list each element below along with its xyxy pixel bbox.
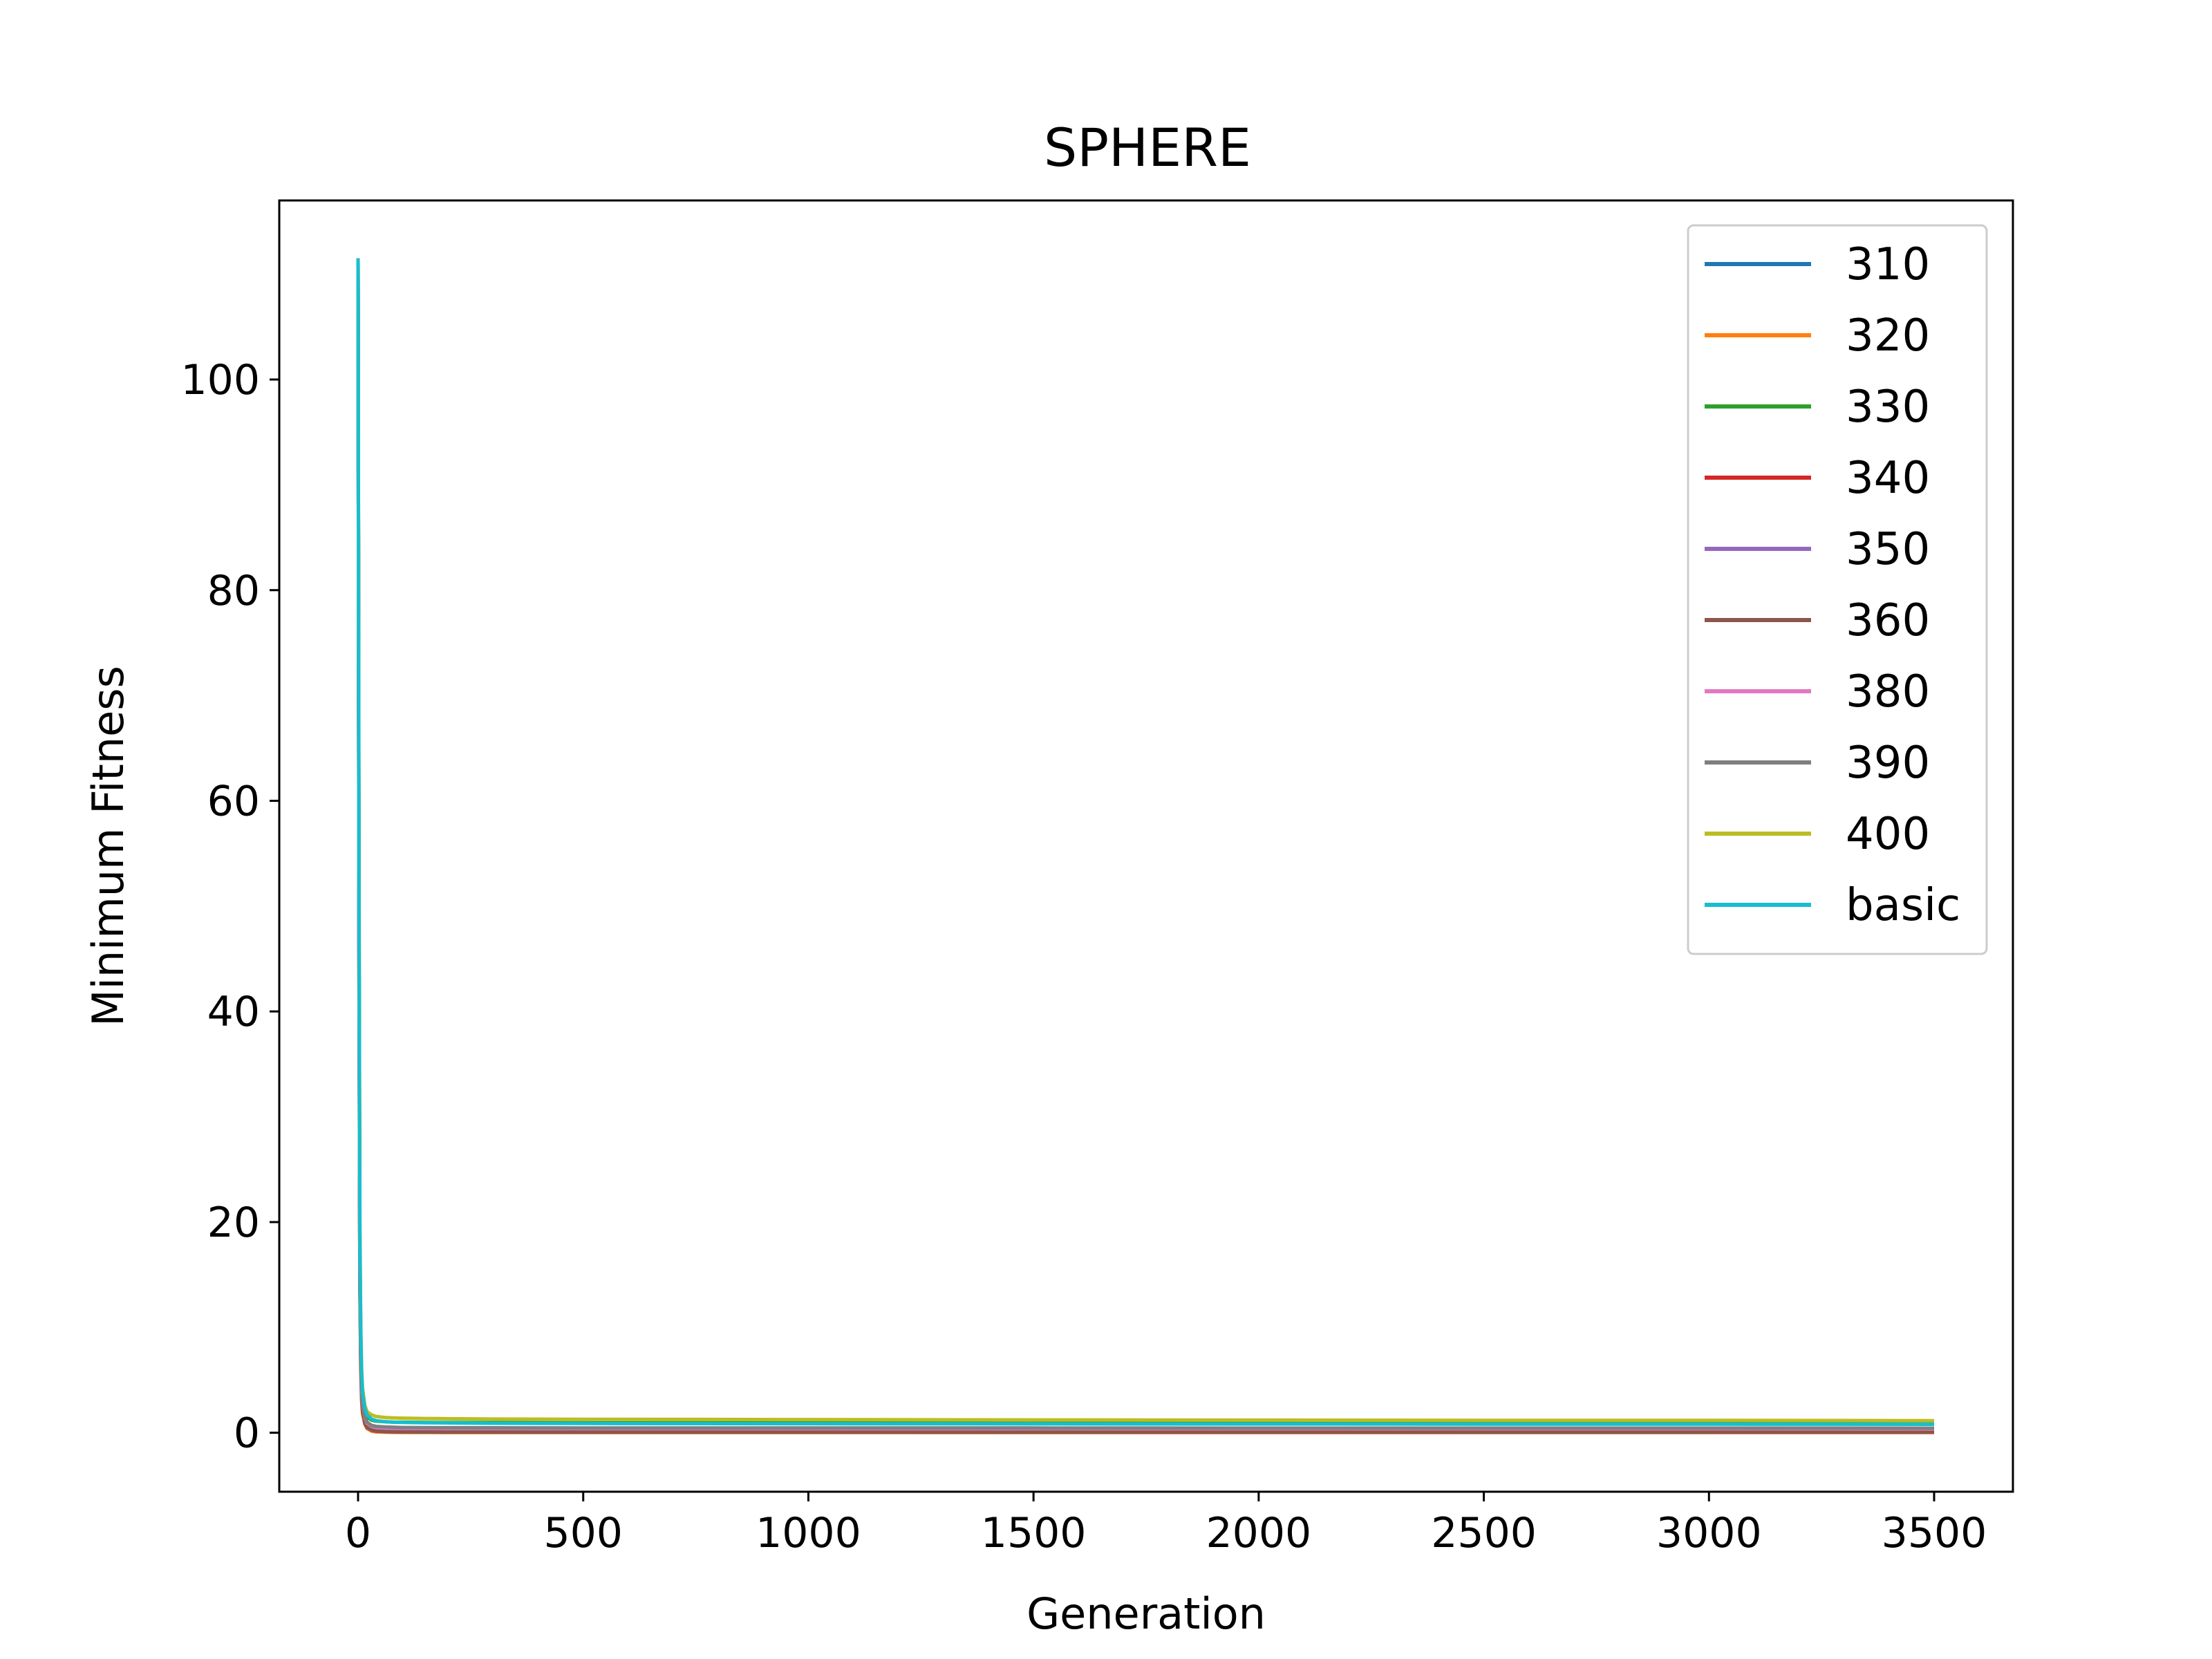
x-tick-label: 2500 — [1431, 1509, 1537, 1557]
legend-label: 380 — [1846, 666, 1930, 718]
x-tick-label: 1000 — [756, 1509, 861, 1557]
y-tick-label: 0 — [234, 1409, 260, 1458]
x-tick-label: 3500 — [1882, 1509, 1987, 1557]
y-tick-label: 80 — [207, 567, 260, 615]
y-tick-label: 100 — [180, 356, 260, 404]
x-tick-label: 3000 — [1656, 1509, 1762, 1557]
legend: 310 320 330 340 350 360 380 390 400 basic — [1687, 224, 1988, 955]
legend-label: 390 — [1846, 738, 1930, 789]
legend-label: 310 — [1846, 239, 1930, 290]
x-tick-label: 0 — [345, 1509, 371, 1557]
legend-label: basic — [1846, 880, 1960, 931]
y-axis-label: Minimum Fitness — [83, 666, 133, 1027]
y-tick-label: 20 — [207, 1199, 260, 1247]
legend-label: 400 — [1846, 809, 1930, 860]
axes-frame — [278, 199, 2014, 1493]
x-axis-label: Generation — [1027, 1588, 1266, 1639]
series-line-basic — [356, 258, 1935, 1426]
legend-label: 340 — [1846, 453, 1930, 504]
legend-label: 360 — [1846, 595, 1930, 646]
x-tick-label: 1500 — [981, 1509, 1087, 1557]
y-axis: 0 20 40 60 80 100 — [180, 356, 279, 1458]
y-tick-label: 60 — [207, 777, 260, 825]
plot-area — [356, 258, 1935, 1434]
legend-label: 330 — [1846, 382, 1930, 433]
x-tick-label: 500 — [543, 1509, 623, 1557]
y-tick-label: 40 — [207, 988, 260, 1036]
x-tick-label: 2000 — [1206, 1509, 1312, 1557]
x-axis: 0 500 1000 1500 2000 2500 3000 3500 — [345, 1492, 1987, 1557]
legend-label: 320 — [1846, 310, 1930, 362]
chart-title: SPHERE — [1044, 117, 1251, 178]
legend-label: 350 — [1846, 524, 1930, 575]
